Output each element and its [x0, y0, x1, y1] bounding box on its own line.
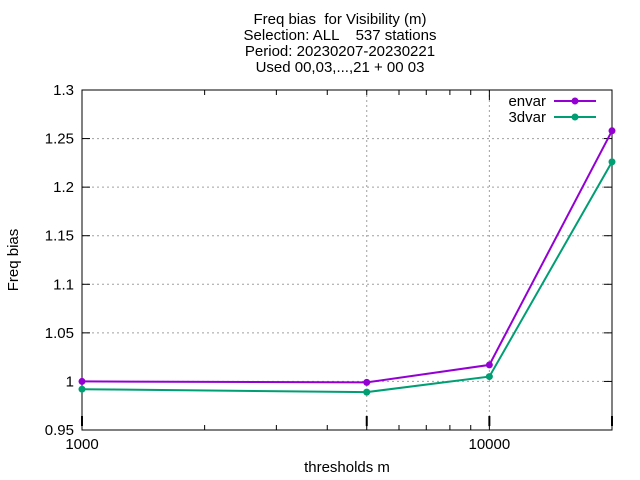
- ticks: [81, 89, 613, 431]
- data-point-3dvar: [485, 373, 493, 381]
- data-point-3dvar: [363, 388, 371, 396]
- y-tick-label: 0.95: [45, 422, 74, 439]
- y-axis-label: Freq bias: [5, 229, 22, 292]
- x-tick-label: 1000: [65, 436, 98, 453]
- title-line-2: Selection: ALL 537 stations: [243, 27, 437, 44]
- legend-label-3dvar: 3dvar: [508, 109, 546, 126]
- y-tick-label: 1.25: [45, 131, 74, 148]
- data-point-envar: [485, 361, 493, 369]
- y-tick-label: 1.3: [53, 82, 74, 99]
- plot-border: [81, 89, 613, 431]
- legend-marker-3dvar: [571, 113, 579, 121]
- grid: [82, 90, 612, 430]
- y-tick-label: 1.15: [45, 228, 74, 245]
- legend-marker-envar: [571, 97, 579, 105]
- data-point-3dvar: [78, 385, 86, 393]
- data-point-envar: [608, 127, 616, 135]
- data-point-envar: [363, 378, 371, 386]
- title-line-4: Used 00,03,...,21 + 00 03: [255, 59, 425, 76]
- data-point-3dvar: [608, 158, 616, 166]
- y-tick-label: 1.1: [53, 276, 74, 293]
- series-group: [78, 127, 616, 396]
- title-line-3: Period: 20230207-20230221: [244, 43, 436, 60]
- title-line-1: Freq bias for Visibility (m): [253, 11, 427, 28]
- y-tick-labels: 0.95 1 1.05 1.1 1.15 1.2 1.25 1.3: [45, 82, 74, 439]
- series-line-3dvar: [81, 161, 613, 394]
- y-tick-label: 1.05: [45, 325, 74, 342]
- x-axis-label: thresholds m: [304, 459, 390, 476]
- legend-label-envar: envar: [508, 93, 546, 110]
- x-tick-label: 10000: [469, 436, 511, 453]
- series-line-envar: [81, 130, 613, 384]
- data-point-envar: [78, 377, 86, 385]
- x-tick-labels: 1000 10000: [65, 436, 510, 453]
- y-tick-label: 1.2: [53, 179, 74, 196]
- y-tick-label: 1: [66, 373, 74, 390]
